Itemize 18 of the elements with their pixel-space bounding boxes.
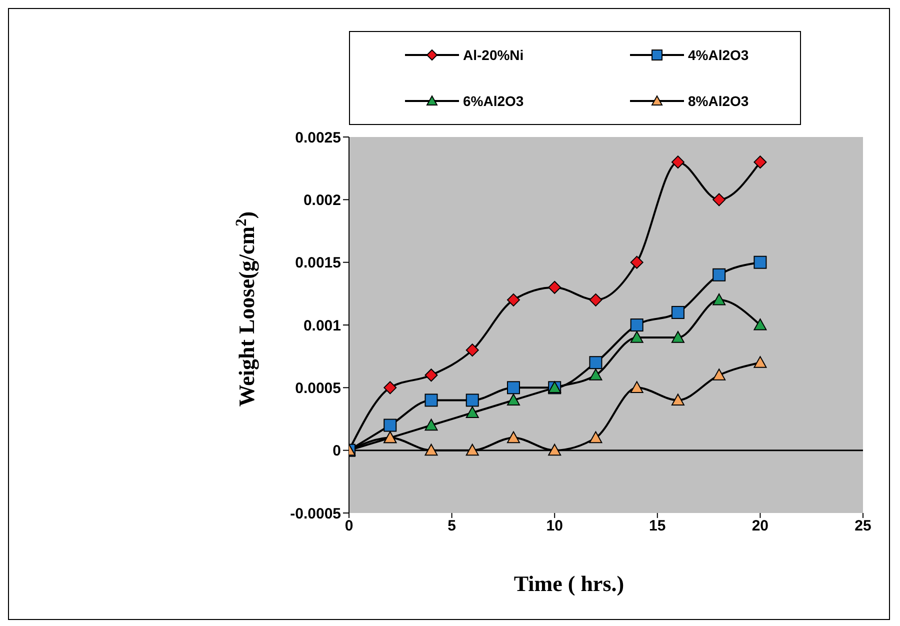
y-tick-label: 0.001: [303, 317, 341, 334]
x-axis-title: Time ( hrs.): [514, 571, 624, 596]
legend-label: Al-20%Ni: [463, 47, 524, 63]
x-tick-label: 5: [448, 518, 456, 535]
legend-label: 8%Al2O3: [688, 93, 749, 109]
x-tick-label: 20: [752, 518, 769, 535]
y-tick-label: 0.0015: [295, 254, 341, 272]
y-tick-label: -0.0005: [290, 505, 341, 522]
legend-label: 6%Al2O3: [463, 93, 524, 109]
x-tick-label: 15: [649, 518, 666, 535]
x-tick-label: 25: [854, 518, 872, 535]
y-tick-label: 0.0005: [295, 380, 341, 397]
x-tick-label: 0: [344, 518, 354, 535]
y-tick-label: 0: [332, 442, 341, 460]
y-tick-label: 0.0025: [295, 129, 341, 146]
legend-label: 4%Al2O3: [688, 47, 749, 63]
x-tick-label: 10: [546, 518, 563, 535]
y-tick-label: 0.002: [303, 192, 341, 209]
